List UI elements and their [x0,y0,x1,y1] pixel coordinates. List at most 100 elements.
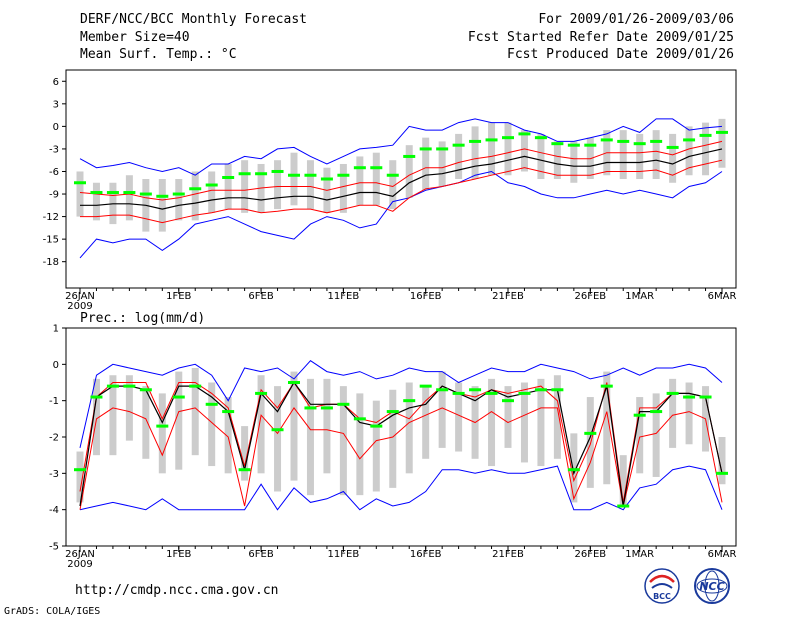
spread-bar [438,371,446,448]
spread-bar [191,171,199,221]
x-tick-label: 11FEB [328,291,360,302]
lower-line [79,407,723,510]
y-tick-label: 0 [53,122,59,133]
spread-bar [652,130,660,179]
spread-bar [669,133,677,183]
spread-bar [191,367,199,456]
spread-bar [92,182,100,221]
ncc-logo-text: NCC [699,580,724,593]
spread-bar [372,152,380,206]
spread-bar [175,371,183,470]
spread-bar [208,382,216,467]
member-size: Member Size=40 [80,30,190,45]
x-tick-label: 6MAR [708,291,737,302]
x-year-label: 2009 [67,301,92,312]
spread-bar [422,137,430,191]
x-tick-label: 1MAR [625,549,654,560]
x-tick-label: 26FEB [574,291,606,302]
spread-bar [537,133,545,179]
spread-bar [553,375,561,459]
y-tick-label: 6 [53,77,59,88]
x-tick-label: 6FEB [248,549,273,560]
x-tick-label: 1MAR [625,291,654,302]
source-url[interactable]: http://cmdp.ncc.cma.gov.cn [75,583,279,598]
spread-bar [685,382,693,445]
spread-bar [76,171,84,217]
spread-bar [537,378,545,467]
spread-bar [356,393,364,496]
y-tick-label: -12 [43,212,59,223]
x-tick-label: 6FEB [248,291,273,302]
spread-bar [241,160,249,213]
spread-bar [405,382,413,474]
spread-bar [290,152,298,206]
y-tick-label: -6 [49,167,59,178]
spread-bar [603,371,611,485]
spread-bar [504,386,512,448]
panel-2: 1 0 -1 -2 -3 -4 -5 26JAN 1FEB 6FEB 11FEB 16FEB 21FEB… [49,311,737,570]
spread-bar [323,378,331,474]
y-tick-label: -5 [49,542,59,553]
spread-bar [158,393,166,474]
spread-bar [520,382,528,463]
y-tick-label: -15 [43,235,59,246]
x-tick-label: 6MAR [708,549,737,560]
spread-bar [636,397,644,474]
min-line [79,465,723,511]
spread-bar [224,163,232,210]
spread-bar [619,455,627,507]
lower-line [80,159,723,224]
spread-bar [718,437,726,485]
y-tick-label: -3 [49,469,59,480]
x-tick-label: 1FEB [166,549,191,560]
x-tick-label: 1FEB [166,291,191,302]
spread-bar [241,426,249,481]
spread-bar [339,386,347,496]
max-line [79,360,723,449]
x-tick-label: 26FEB [574,549,606,560]
forecast-period: For 2009/01/26-2009/03/06 [538,12,734,27]
spread-bar [636,133,644,179]
mean-line [80,148,723,210]
panel-title: Prec.: log(mm/d) [80,311,205,326]
spread-bar [224,397,232,474]
y-tick-label: -4 [49,505,59,516]
plot-frame [65,69,737,289]
spread-bar [488,378,496,467]
y-tick-label: 0 [53,360,59,371]
y-tick-label: -1 [49,396,59,407]
spread-bar [520,130,528,172]
spread-bar [718,118,726,168]
spread-bar [175,179,183,221]
spread-bar [274,160,282,210]
logos: BCC NCC [644,568,730,604]
spread-bar [685,126,693,176]
spread-bar [158,179,166,232]
min-line [79,170,723,259]
y-tick-label: 1 [53,324,59,335]
spread-bar [142,386,150,459]
bcc-logo-text: BCC [653,592,671,601]
spread-bar [76,451,84,503]
spread-bar [109,375,117,456]
x-tick-label: 16FEB [410,291,442,302]
grads-credit: GrADS: COLA/IGES [4,606,101,617]
spread-bar [125,375,133,441]
spread-bar [702,122,710,176]
x-tick-label: 21FEB [492,549,524,560]
start-date: Fcst Started Refer Date 2009/01/25 [467,30,734,45]
x-tick-label: 11FEB [328,549,360,560]
spread-bar [570,141,578,183]
produced-date: Fcst Produced Date 2009/01/26 [507,47,734,62]
spread-bar [389,160,397,210]
x-tick-label: 21FEB [492,291,524,302]
spread-bar [372,400,380,492]
upper-line [79,140,723,201]
x-tick-label: 16FEB [410,549,442,560]
spread-bar [92,378,100,456]
spread-bar [290,371,298,481]
spread-bar [488,122,496,176]
spread-bar [422,386,430,459]
spread-bar [652,393,660,477]
